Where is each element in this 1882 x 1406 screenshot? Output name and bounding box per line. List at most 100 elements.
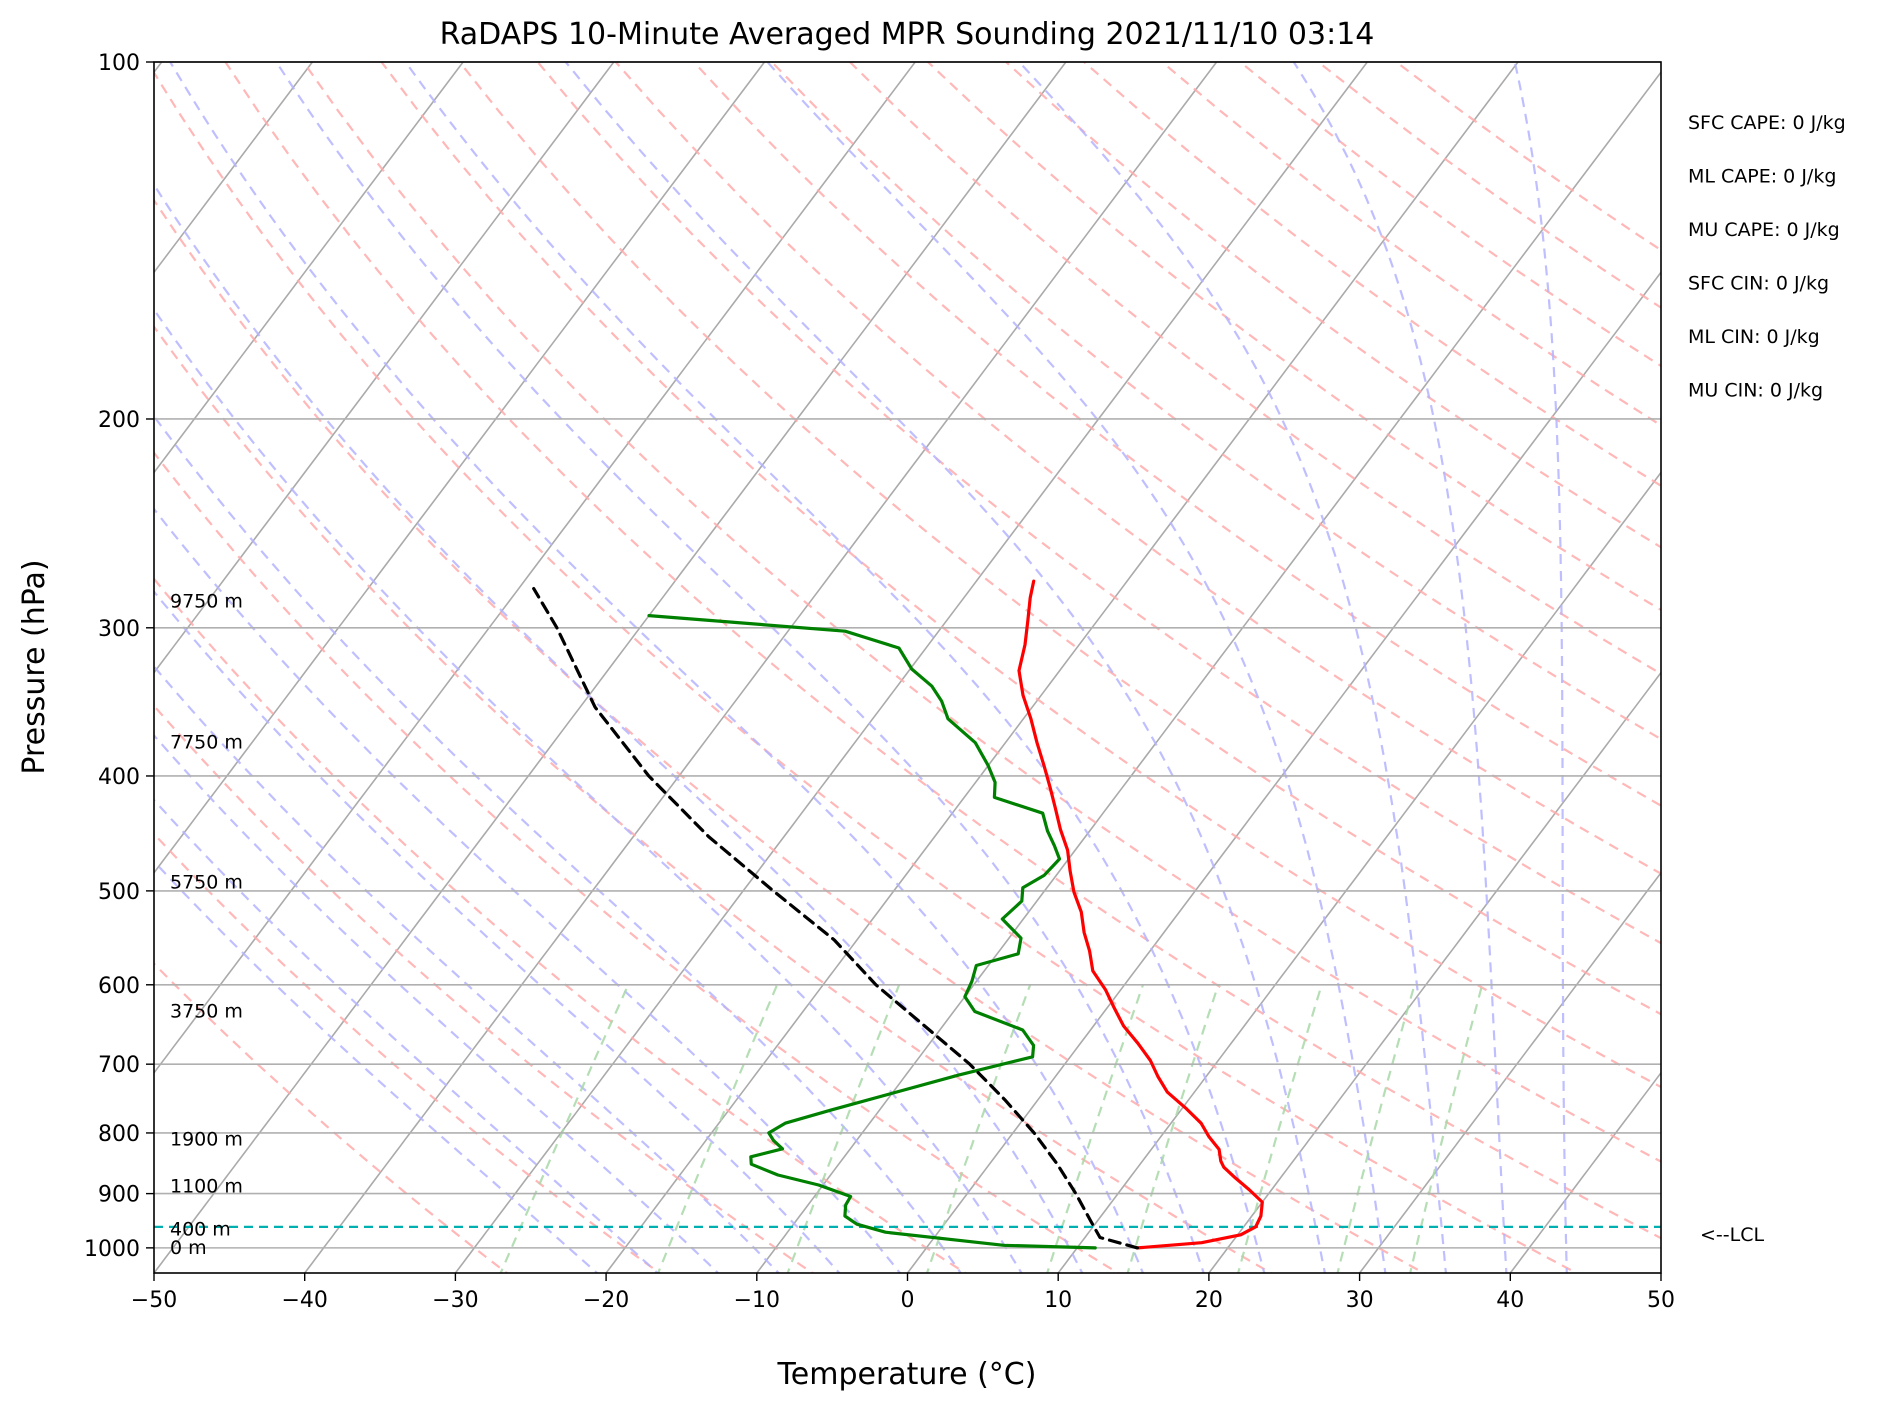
plot-frame (153, 61, 1662, 1274)
y-tick-label: 100 (98, 51, 140, 76)
stability-indices: SFC CAPE: 0 J/kg ML CAPE: 0 J/kg MU CAPE: … (1688, 112, 1846, 402)
isotherm-line (154, 62, 916, 1075)
isotherm-line (154, 62, 1067, 1273)
x-tick-label: −20 (583, 1288, 629, 1313)
dry-adiabat-line (1005, 62, 1661, 549)
dry-adiabat-line (1395, 62, 1661, 252)
isotherm-line (1057, 471, 1661, 1273)
y-tick-label: 600 (98, 974, 140, 999)
dewpoint-line (647, 613, 1097, 1250)
dry-adiabat-line (614, 62, 1661, 875)
x-tick-label: 0 (901, 1288, 915, 1313)
y-tick-label: 700 (98, 1053, 140, 1078)
pressure-gridlines (154, 61, 1661, 1249)
height-label: 0 m (170, 1237, 207, 1259)
y-axis-ticks: 1000 900 800 700 600 500 400 300 200 100 (84, 51, 154, 1262)
x-axis-ticks: −50 −40 −30 −20 −10 0 10 20 30 40 50 (131, 1273, 1675, 1313)
height-label: 400 m (170, 1219, 231, 1241)
y-axis-label: Pressure (hPa) (17, 559, 52, 774)
dry-adiabat-line (771, 62, 1661, 741)
y-tick-label: 400 (98, 765, 140, 790)
y-tick-label: 500 (98, 880, 140, 905)
dry-adiabat-line (154, 962, 509, 1273)
height-label: 3750 m (170, 1001, 243, 1023)
moist-adiabat-line (404, 62, 1266, 1273)
height-label: 1900 m (170, 1128, 243, 1150)
height-label: 9750 m (170, 590, 243, 612)
sounding-series (532, 579, 1264, 1250)
stability-index-text: SFC CIN: 0 J/kg (1688, 273, 1829, 295)
stability-index-text: MU CIN: 0 J/kg (1688, 380, 1823, 402)
moist-adiabat-line (766, 62, 1387, 1273)
isotherm-line (0, 62, 11, 1278)
x-tick-label: 10 (1044, 1288, 1072, 1313)
dry-adiabat-line (154, 70, 1579, 1273)
dry-adiabat-line (849, 62, 1661, 676)
y-tick-label: 1000 (84, 1237, 140, 1262)
dry-adiabat-line (927, 62, 1661, 612)
moist-adiabat-line (154, 733, 720, 1273)
dry-adiabat-line (302, 62, 1661, 1163)
moist-adiabat-line (1292, 62, 1508, 1273)
dry-adiabat-line (154, 577, 968, 1273)
height-labels: 9750 m 7750 m 5750 m 3750 m 1900 m 1100 m 400 … (170, 590, 243, 1258)
lcl-label: <--LCL (1700, 1224, 1764, 1246)
height-label: 7750 m (170, 732, 243, 754)
mixing-ratio-line (499, 984, 630, 1273)
dry-adiabat-line (154, 704, 815, 1273)
x-axis-label: Temperature (°C) (777, 1357, 1037, 1392)
y-tick-label: 800 (98, 1122, 140, 1147)
parcel-profile-line (532, 586, 1140, 1250)
isotherm-line (303, 62, 1218, 1273)
moist-adiabat-line (154, 589, 841, 1273)
x-tick-label: 20 (1195, 1288, 1223, 1313)
dry-adiabat-line (224, 62, 1661, 1240)
isotherm-line (605, 62, 1519, 1273)
mixing-ratio-line (1409, 984, 1484, 1273)
dry-adiabat-line (1083, 62, 1661, 488)
stability-index-text: MU CAPE: 0 J/kg (1688, 219, 1840, 241)
mixing-ratio-line (1046, 984, 1145, 1273)
y-tick-label: 900 (98, 1183, 140, 1208)
x-tick-label: −50 (131, 1288, 177, 1313)
x-tick-label: 30 (1346, 1288, 1374, 1313)
stability-index-text: ML CIN: 0 J/kg (1688, 326, 1820, 348)
y-tick-label: 300 (98, 617, 140, 642)
dry-adiabat-line (380, 62, 1661, 1089)
x-tick-label: −30 (432, 1288, 478, 1313)
moist-adiabat-line (154, 664, 781, 1273)
dry-adiabat-line (1317, 62, 1661, 309)
mixing-ratio-line (1236, 984, 1323, 1273)
height-label: 5750 m (170, 872, 243, 894)
background-lines (0, 62, 1661, 1278)
mixing-ratio-line (786, 984, 901, 1273)
moist-adiabat-line (1018, 62, 1448, 1273)
dry-adiabat-line (536, 62, 1661, 945)
isotherm-line (1659, 1271, 1661, 1273)
dry-adiabat-line (154, 324, 1274, 1273)
y-tick-label: 200 (98, 408, 140, 433)
mixing-ratio-line (1336, 984, 1416, 1273)
x-tick-label: −40 (281, 1288, 327, 1313)
moist-adiabat-line (154, 182, 1084, 1273)
x-tick-label: 50 (1647, 1288, 1675, 1313)
dry-adiabat-line (1239, 62, 1661, 368)
moist-adiabat-line (1513, 62, 1568, 1273)
x-tick-label: 40 (1496, 1288, 1524, 1313)
moist-adiabat-line (154, 859, 599, 1273)
lcl-label-group: <--LCL (1700, 1224, 1764, 1246)
dry-adiabat-line (1161, 62, 1661, 427)
dry-adiabat-line (154, 832, 662, 1273)
isotherm-line (154, 62, 615, 674)
isotherm-line (154, 62, 766, 875)
mixing-ratio-line (656, 984, 779, 1273)
isotherm-line (906, 270, 1661, 1273)
stability-index-text: ML CAPE: 0 J/kg (1688, 166, 1836, 188)
isotherm-line (1509, 1071, 1661, 1273)
mixing-ratio-line (1126, 984, 1220, 1273)
height-label: 1100 m (170, 1176, 243, 1198)
x-tick-label: −10 (734, 1288, 780, 1313)
dry-adiabat-line (154, 198, 1426, 1273)
stability-index-text: SFC CAPE: 0 J/kg (1688, 112, 1846, 134)
